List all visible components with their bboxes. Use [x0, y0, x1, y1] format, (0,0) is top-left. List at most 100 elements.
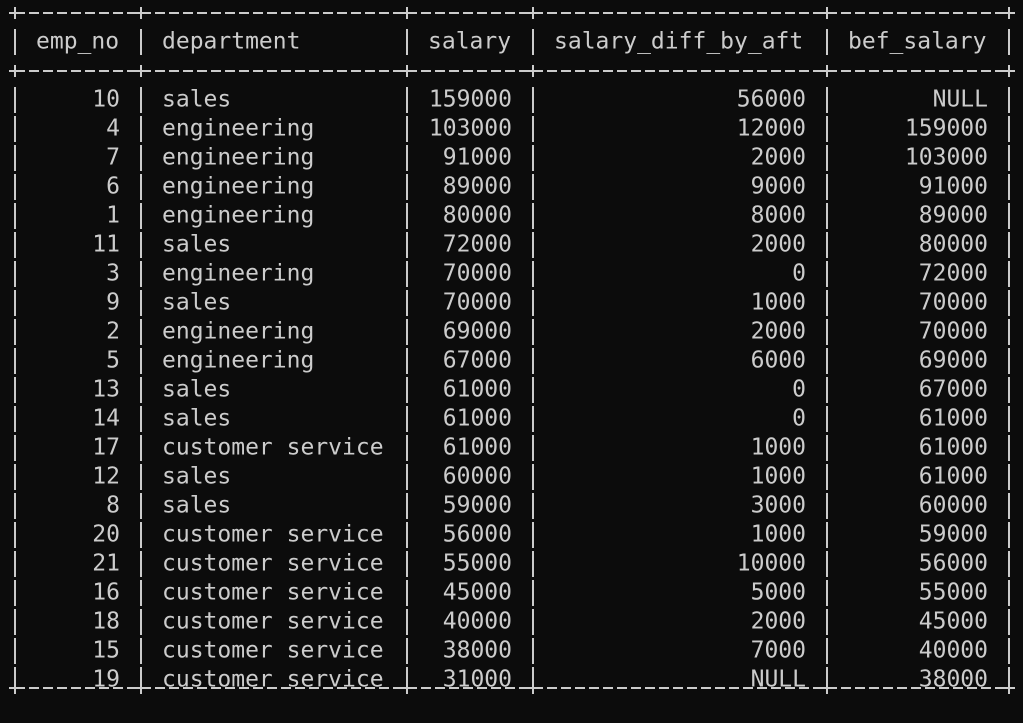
table-cell: 6000 — [751, 348, 806, 374]
table-cell: 0 — [792, 377, 806, 403]
table-cell: 3 — [106, 261, 120, 287]
table-cell: 0 — [792, 406, 806, 432]
table-cell: 31000 — [443, 667, 512, 693]
table-cell: customer service — [162, 667, 384, 693]
table-cell: 16 — [92, 580, 120, 606]
table-cell: 89000 — [919, 203, 988, 229]
table-cell: customer service — [162, 638, 384, 664]
table-cell: 2000 — [751, 145, 806, 171]
table-cell: 61000 — [443, 377, 512, 403]
table-cell: 12 — [92, 464, 120, 490]
table-cell: customer service — [162, 580, 384, 606]
table-cell: engineering — [162, 145, 314, 171]
column-header: salary_diff_by_aft — [554, 29, 803, 55]
table-cell: 1000 — [751, 464, 806, 490]
table-cell: sales — [162, 464, 231, 490]
table-cell: 40000 — [443, 609, 512, 635]
table-cell: 56000 — [737, 87, 806, 113]
table-cell: 69000 — [443, 319, 512, 345]
table-cell: 45000 — [919, 609, 988, 635]
table-cell: 9000 — [751, 174, 806, 200]
table-cell: customer service — [162, 435, 384, 461]
table-cell: 2000 — [751, 232, 806, 258]
table-cell: 70000 — [443, 261, 512, 287]
table-cell: 0 — [792, 261, 806, 287]
table-cell: 56000 — [919, 551, 988, 577]
table-cell: 45000 — [443, 580, 512, 606]
table-cell: 21 — [92, 551, 120, 577]
table-cell: 17 — [92, 435, 120, 461]
table-cell: 5000 — [751, 580, 806, 606]
column-header: department — [162, 29, 300, 55]
column-header: bef_salary — [848, 29, 986, 55]
table-cell: sales — [162, 232, 231, 258]
table-cell: engineering — [162, 116, 314, 142]
table-cell: 159000 — [905, 116, 988, 142]
table-cell: 9 — [106, 290, 120, 316]
table-cell: 20 — [92, 522, 120, 548]
table-cell: engineering — [162, 203, 314, 229]
table-cell: 59000 — [443, 493, 512, 519]
table-cell: 60000 — [443, 464, 512, 490]
table-cell: 10000 — [737, 551, 806, 577]
table-cell: 80000 — [919, 232, 988, 258]
table-cell: sales — [162, 377, 231, 403]
table-cell: 2 — [106, 319, 120, 345]
table-cell: 12000 — [737, 116, 806, 142]
table-cell: engineering — [162, 174, 314, 200]
table-cell: 7 — [106, 145, 120, 171]
table-cell: 1000 — [751, 522, 806, 548]
table-cell: 4 — [106, 116, 120, 142]
table-cell: 8 — [106, 493, 120, 519]
table-cell: 80000 — [443, 203, 512, 229]
table-cell: 2000 — [751, 319, 806, 345]
table-cell: 1000 — [751, 435, 806, 461]
table-cell: 91000 — [919, 174, 988, 200]
table-cell: 89000 — [443, 174, 512, 200]
table-cell: sales — [162, 406, 231, 432]
table-cell: 61000 — [919, 406, 988, 432]
table-cell: 70000 — [919, 319, 988, 345]
table-cell: 67000 — [919, 377, 988, 403]
table-cell: 70000 — [919, 290, 988, 316]
table-cell: 61000 — [443, 435, 512, 461]
table-cell: 60000 — [919, 493, 988, 519]
table-cell: NULL — [933, 87, 988, 113]
table-cell: customer service — [162, 522, 384, 548]
table-cell: 69000 — [919, 348, 988, 374]
table-cell: 55000 — [919, 580, 988, 606]
table-cell: 70000 — [443, 290, 512, 316]
table-cell: 5 — [106, 348, 120, 374]
table-cell: 61000 — [919, 464, 988, 490]
table-cell: 1 — [106, 203, 120, 229]
table-cell: 55000 — [443, 551, 512, 577]
table-cell: 38000 — [443, 638, 512, 664]
table-cell: 72000 — [919, 261, 988, 287]
table-cell: customer service — [162, 609, 384, 635]
table-cell: engineering — [162, 348, 314, 374]
table-cell: 38000 — [919, 667, 988, 693]
table-cell: 103000 — [905, 145, 988, 171]
table-cell: 103000 — [429, 116, 512, 142]
table-cell: 7000 — [751, 638, 806, 664]
table-cell: sales — [162, 493, 231, 519]
table-cell: NULL — [751, 667, 806, 693]
table-cell: 15 — [92, 638, 120, 664]
table-cell: engineering — [162, 261, 314, 287]
table-cell: engineering — [162, 319, 314, 345]
table-cell: 8000 — [751, 203, 806, 229]
table-cell: 67000 — [443, 348, 512, 374]
table-cell: 40000 — [919, 638, 988, 664]
table-cell: 56000 — [443, 522, 512, 548]
table-cell: 11 — [92, 232, 120, 258]
table-cell: 10 — [92, 87, 120, 113]
table-cell: 6 — [106, 174, 120, 200]
table-cell: 61000 — [443, 406, 512, 432]
table-cell: 13 — [92, 377, 120, 403]
table-cell: 72000 — [443, 232, 512, 258]
table-cell: 14 — [92, 406, 120, 432]
table-cell: 61000 — [919, 435, 988, 461]
